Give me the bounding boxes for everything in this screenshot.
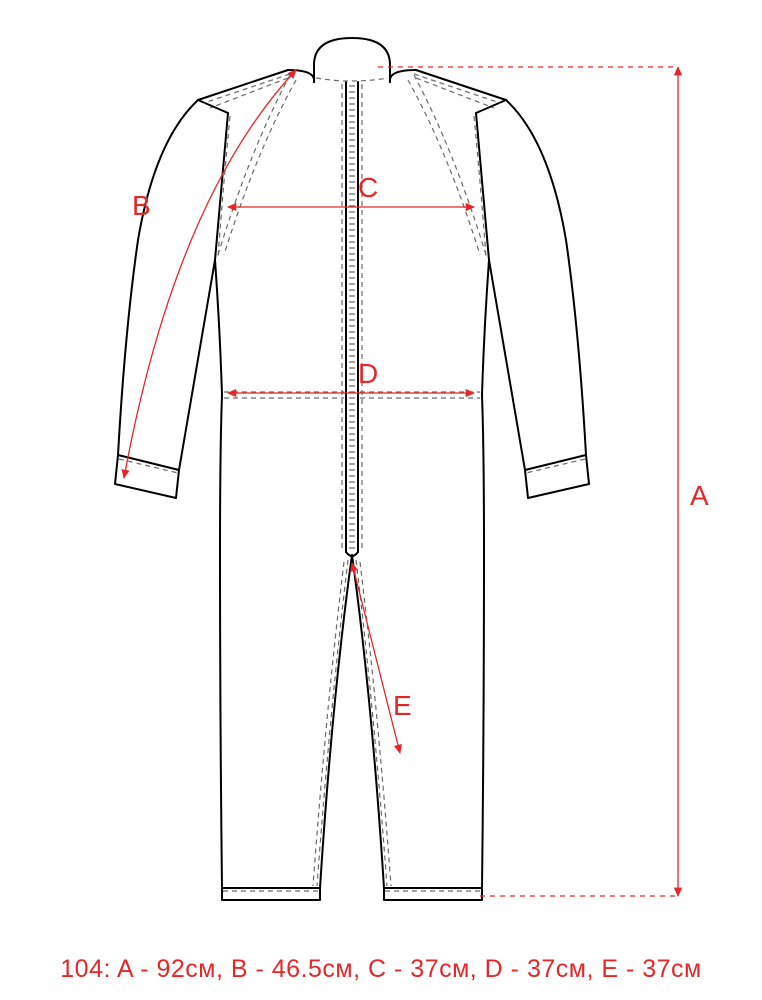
zipper-teeth [349, 86, 355, 548]
garment-diagram: A B C D E [0, 0, 762, 1000]
measurement-lines [124, 67, 678, 896]
label-b: B [132, 190, 151, 221]
label-d: D [358, 358, 378, 389]
size-caption: 104: A - 92см, B - 46.5см, C - 37см, D -… [0, 955, 762, 984]
label-e: E [393, 690, 412, 721]
label-a: A [690, 480, 709, 511]
garment-outline [115, 38, 589, 900]
label-c: C [358, 172, 378, 203]
